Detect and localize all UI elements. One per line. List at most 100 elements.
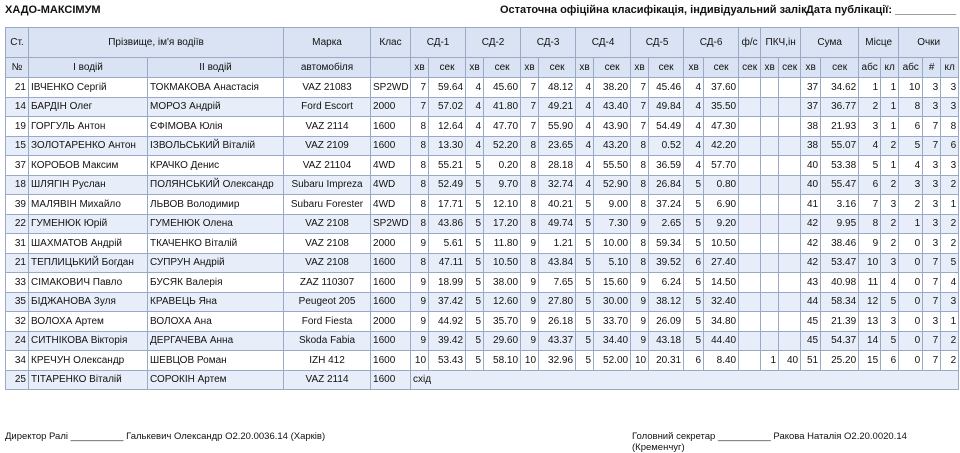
cell: 3 bbox=[922, 213, 942, 234]
cell: Ford Fiesta bbox=[283, 311, 372, 332]
header-cell: хв bbox=[410, 57, 430, 78]
cell: 1.21 bbox=[538, 233, 577, 254]
cell: 45 bbox=[800, 330, 822, 351]
cell: 2 bbox=[880, 135, 900, 156]
cell bbox=[760, 213, 780, 234]
cell: ЗОЛОТАРЕНКО Антон bbox=[28, 135, 148, 156]
cell bbox=[738, 330, 762, 351]
cell: 4 bbox=[575, 77, 595, 98]
cell: 8 bbox=[858, 213, 882, 234]
cell: 38 bbox=[800, 116, 822, 137]
cell: 49.74 bbox=[538, 213, 577, 234]
cell: 49.84 bbox=[648, 96, 685, 117]
cell: 15 bbox=[5, 135, 29, 156]
cell: СІМАКОВИЧ Павло bbox=[28, 272, 148, 293]
cell: 10 bbox=[898, 77, 924, 98]
cell: КРАВЕЦЬ Яна bbox=[146, 291, 285, 312]
cell: 48.12 bbox=[538, 77, 577, 98]
cell bbox=[778, 291, 802, 312]
row: 31 ШАХМАТОВ Андрій ТКАЧЕНКО Віталій VAZ 210… bbox=[5, 233, 960, 254]
cell: VAZ 2114 bbox=[283, 369, 372, 390]
cell: 41.80 bbox=[483, 96, 522, 117]
cell: 6.24 bbox=[648, 272, 685, 293]
cell: 47.30 bbox=[703, 116, 740, 137]
cell: 45.60 bbox=[483, 77, 522, 98]
cell bbox=[778, 96, 802, 117]
row: 34 КРЕЧУН Олександр ШЕВЦОВ Роман IZH 412 160… bbox=[5, 350, 960, 371]
cell: 5 bbox=[940, 252, 960, 273]
cell: 7 bbox=[520, 96, 540, 117]
cell: 34.40 bbox=[593, 330, 632, 351]
cell: 1600 bbox=[370, 252, 412, 273]
header-cell: II водій bbox=[146, 57, 285, 78]
cell: 7 bbox=[630, 77, 650, 98]
cell: ШЛЯГІН Руслан bbox=[28, 174, 148, 195]
cell: 5 bbox=[465, 252, 485, 273]
cell: 3 bbox=[922, 77, 942, 98]
cell bbox=[778, 330, 802, 351]
cell bbox=[760, 155, 780, 176]
cell: 7 bbox=[922, 116, 942, 137]
cell: 38.12 bbox=[648, 291, 685, 312]
cell: 3 bbox=[940, 77, 960, 98]
cell: 5 bbox=[683, 233, 705, 254]
row: 33 СІМАКОВИЧ Павло БУСЯК Валерія ZAZ 110307… bbox=[5, 272, 960, 293]
cell: 44 bbox=[800, 291, 822, 312]
cell: 38.00 bbox=[483, 272, 522, 293]
cell: 9 bbox=[630, 311, 650, 332]
cell: 27.80 bbox=[538, 291, 577, 312]
cell: 52.90 bbox=[593, 174, 632, 195]
cell: 40.98 bbox=[820, 272, 860, 293]
header-cell: I водій bbox=[28, 57, 148, 78]
cell: VAZ 2108 bbox=[283, 233, 372, 254]
cell: 7 bbox=[922, 350, 942, 371]
cell: 32.40 bbox=[703, 291, 740, 312]
header-cell: сек bbox=[648, 57, 685, 78]
row: 35 БІДЖАНОВА Зуля КРАВЕЦЬ Яна Peugeot 205 16… bbox=[5, 291, 960, 312]
cell: 3 bbox=[898, 174, 924, 195]
cell bbox=[760, 96, 780, 117]
cell: 4 bbox=[465, 96, 485, 117]
cell bbox=[738, 96, 762, 117]
cell: 8 bbox=[630, 194, 650, 215]
cell: 0.52 bbox=[648, 135, 685, 156]
cell: ІЗВОЛЬСЬКИЙ Віталій bbox=[146, 135, 285, 156]
cell: 36.77 bbox=[820, 96, 860, 117]
header-cell: СД-1 bbox=[410, 27, 467, 58]
cell: 37.60 bbox=[703, 77, 740, 98]
cell: 58.34 bbox=[820, 291, 860, 312]
cell: 47.11 bbox=[428, 252, 467, 273]
cell: 7 bbox=[410, 96, 430, 117]
cell: 5 bbox=[465, 233, 485, 254]
cell: 17.20 bbox=[483, 213, 522, 234]
cell: 10 bbox=[410, 350, 430, 371]
cell: ТОКМАКОВА Анастасія bbox=[146, 77, 285, 98]
cell: 22 bbox=[5, 213, 29, 234]
status: схід bbox=[410, 369, 960, 390]
header-cell: хв bbox=[630, 57, 650, 78]
cell: 4WD bbox=[370, 174, 412, 195]
cell: Subaru Forester bbox=[283, 194, 372, 215]
cell: 41 bbox=[800, 194, 822, 215]
cell: 8 bbox=[520, 135, 540, 156]
cell: 8 bbox=[520, 194, 540, 215]
cell: 12.64 bbox=[428, 116, 467, 137]
cell: 20.31 bbox=[648, 350, 685, 371]
cell bbox=[760, 77, 780, 98]
header-cell: сек bbox=[703, 57, 740, 78]
cell: 8 bbox=[520, 174, 540, 195]
cell: 1 bbox=[940, 311, 960, 332]
cell: 11 bbox=[858, 272, 882, 293]
cell: 21 bbox=[5, 77, 29, 98]
cell: 2 bbox=[940, 233, 960, 254]
cell: 4WD bbox=[370, 155, 412, 176]
cell: КРАЧКО Денис bbox=[146, 155, 285, 176]
cell bbox=[760, 252, 780, 273]
cell: 5 bbox=[465, 330, 485, 351]
cell: 34.80 bbox=[703, 311, 740, 332]
cell: 44.92 bbox=[428, 311, 467, 332]
cell: Subaru Impreza bbox=[283, 174, 372, 195]
cell: 26.09 bbox=[648, 311, 685, 332]
cell: 2 bbox=[880, 213, 900, 234]
cell: ZAZ 110307 bbox=[283, 272, 372, 293]
